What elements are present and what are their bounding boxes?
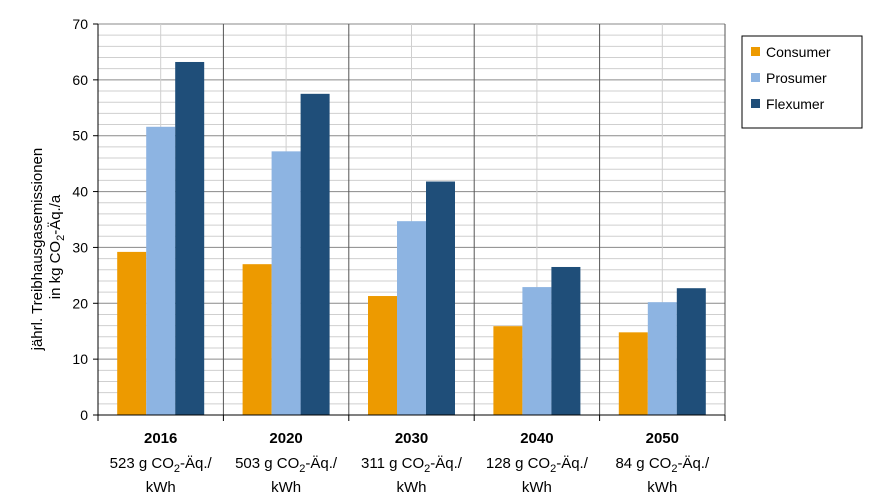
x-category-labels: 2016 523 g CO2-Äq./ kWh 2020 503 g CO2-Äq./ k… <box>110 430 710 496</box>
y-tick-label: 0 <box>80 407 88 423</box>
x-category-factor: 523 g CO2-Äq./ <box>110 455 213 475</box>
y-tick-label: 70 <box>72 16 88 32</box>
x-category-year: 2040 <box>520 430 553 447</box>
bar-flexumer-2020 <box>300 93 330 416</box>
x-category-factor: 128 g CO2-Äq./ <box>486 455 589 475</box>
bar-prosumer-2040 <box>522 287 552 415</box>
x-category-unit: kWh <box>271 479 301 496</box>
bar-consumer-2020 <box>242 264 272 415</box>
bar-consumer-2030 <box>368 296 397 415</box>
legend-box <box>741 35 863 129</box>
y-axis-label: jährl. Treibhausgasemissionen in kg CO2-… <box>29 144 67 352</box>
bar-consumer-2016 <box>117 251 147 415</box>
bar-prosumer-2050 <box>647 302 677 415</box>
bar-flexumer-2040 <box>551 266 581 415</box>
legend-label-prosumer: Prosumer <box>766 70 827 86</box>
bar-prosumer-2016 <box>146 126 176 415</box>
y-tick-label: 20 <box>72 295 88 311</box>
bar-flexumer-2050 <box>676 288 706 415</box>
bar-prosumer-2020 <box>271 151 301 415</box>
y-axis-label-line1: jährl. Treibhausgasemissionen <box>29 148 46 352</box>
x-category-factor: 311 g CO2-Äq./ <box>361 455 463 475</box>
x-category-factor: 84 g CO2-Äq./ <box>615 455 710 475</box>
x-category-year: 2050 <box>646 430 679 447</box>
y-tick-label: 60 <box>72 72 88 88</box>
y-axis-label-line2-sub: 2 <box>55 235 67 241</box>
y-tick-label: 10 <box>72 351 88 367</box>
y-axis-label-line2-post: -Äq./a <box>47 194 64 235</box>
legend-label-flexumer: Flexumer <box>766 96 825 112</box>
x-category-year: 2020 <box>269 430 302 447</box>
legend-label-consumer: Consumer <box>766 44 831 60</box>
bars <box>117 61 706 416</box>
legend-swatch-prosumer <box>751 73 760 82</box>
x-category-unit: kWh <box>522 479 552 496</box>
bar-consumer-2050 <box>618 332 648 415</box>
bar-consumer-2040 <box>493 326 523 415</box>
bar-flexumer-2030 <box>426 181 455 415</box>
axes <box>93 23 726 421</box>
y-tick-labels: 0 10 20 30 40 50 60 70 <box>72 16 88 423</box>
legend-swatch-flexumer <box>751 99 760 108</box>
x-category-factor: 503 g CO2-Äq./ <box>235 455 338 475</box>
x-category-unit: kWh <box>647 479 677 496</box>
y-tick-label: 30 <box>72 239 88 255</box>
y-tick-label: 40 <box>72 184 88 200</box>
bar-flexumer-2016 <box>175 61 205 416</box>
x-category-year: 2016 <box>144 430 177 447</box>
legend-swatch-consumer <box>751 47 760 56</box>
y-axis-label-line2-pre: in kg CO <box>47 241 64 299</box>
x-category-year: 2030 <box>395 430 428 447</box>
x-category-unit: kWh <box>146 479 176 496</box>
x-category-unit: kWh <box>397 479 427 496</box>
bar-prosumer-2030 <box>397 221 426 415</box>
y-tick-label: 50 <box>72 128 88 144</box>
legend: Consumer Prosumer Flexumer <box>741 35 863 129</box>
